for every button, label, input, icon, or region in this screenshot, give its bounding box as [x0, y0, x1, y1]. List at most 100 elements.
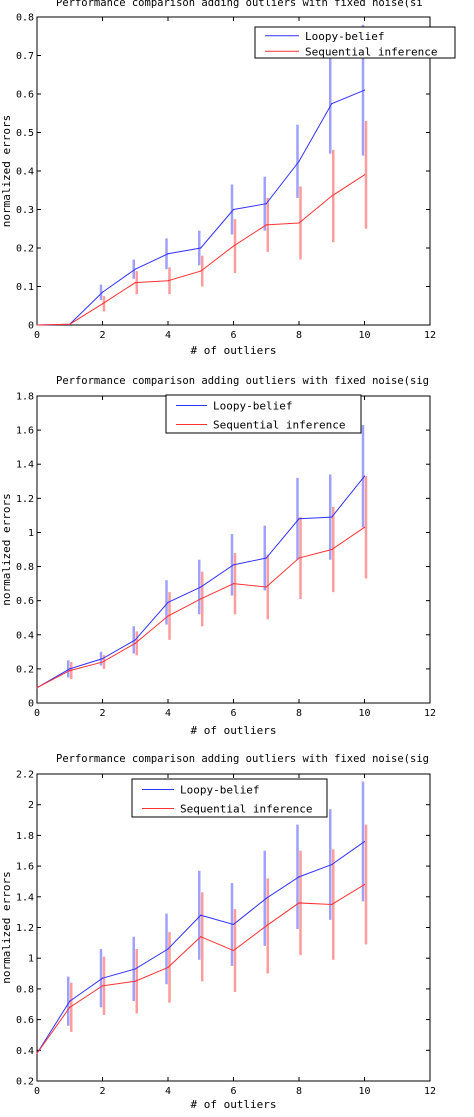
- y-tick-label: 0.4: [16, 630, 34, 641]
- data-point: [69, 668, 71, 670]
- legend-box: [254, 26, 456, 59]
- x-tick-label: 2: [99, 708, 105, 719]
- chart-title: Performance comparison adding outliers w…: [56, 753, 429, 765]
- y-tick-label: 0.7: [16, 51, 34, 62]
- plot-area: [36, 16, 431, 326]
- y-tick-label: 2.2: [16, 770, 34, 781]
- data-point: [36, 324, 38, 326]
- y-tick-label: 1.2: [16, 494, 34, 505]
- data-point: [363, 883, 366, 886]
- legend-label: Sequential inference: [180, 803, 312, 816]
- data-point: [69, 323, 71, 325]
- y-tick-label: 1: [28, 528, 34, 539]
- x-tick-label: 10: [358, 1086, 370, 1097]
- data-point: [69, 1000, 71, 1002]
- data-point: [363, 526, 366, 528]
- data-point: [363, 89, 366, 91]
- data-point: [331, 903, 333, 906]
- data-point: [200, 270, 202, 272]
- legend-label: Loopy-belief: [305, 30, 384, 43]
- y-tick-label: 0.8: [16, 562, 34, 573]
- y-tick-label: 1.8: [16, 392, 34, 403]
- y-tick-label: 1.4: [16, 460, 34, 471]
- chart-1: Performance comparison adding outliers w…: [0, 0, 456, 357]
- x-tick-label: 4: [165, 1086, 171, 1097]
- data-point: [232, 923, 235, 926]
- data-point: [265, 557, 267, 559]
- x-tick-label: 6: [230, 330, 236, 341]
- x-tick-label: 8: [296, 708, 302, 719]
- y-tick-label: 1.2: [16, 923, 34, 934]
- legend-box: [131, 778, 328, 818]
- y-tick-label: 0.8: [16, 984, 34, 995]
- data-point: [331, 195, 333, 197]
- y-tick-label: 2: [28, 800, 34, 811]
- x-tick-label: 10: [358, 330, 370, 341]
- y-tick-label: 0.1: [16, 282, 34, 293]
- data-point: [363, 174, 366, 176]
- y-tick-label: 0.6: [16, 90, 34, 101]
- y-tick-label: 0: [28, 699, 34, 710]
- legend-label: Sequential inference: [305, 45, 437, 58]
- y-tick-label: 1.6: [16, 862, 34, 873]
- data-point: [167, 253, 169, 255]
- x-tick-label: 6: [230, 708, 236, 719]
- y-tick-label: 0.4: [16, 1046, 34, 1057]
- y-axis-label: normalized errors: [0, 115, 13, 228]
- data-point: [200, 598, 202, 600]
- x-tick-label: 0: [34, 330, 40, 341]
- x-tick-label: 12: [424, 1086, 436, 1097]
- y-tick-label: 1: [28, 954, 34, 965]
- x-tick-label: 12: [424, 330, 436, 341]
- data-point: [101, 985, 104, 987]
- data-point: [134, 642, 136, 644]
- data-point: [167, 966, 169, 969]
- y-tick-label: 0.8: [16, 13, 34, 24]
- data-point: [331, 548, 333, 551]
- data-point: [167, 280, 169, 282]
- data-point: [265, 925, 267, 927]
- x-axis-label: # of outliers: [190, 1098, 276, 1111]
- data-point: [36, 687, 38, 689]
- data-point: [101, 658, 104, 660]
- x-tick-label: 2: [99, 330, 105, 341]
- x-tick-label: 12: [424, 708, 436, 719]
- y-tick-label: 0.6: [16, 1015, 34, 1026]
- legend-label: Loopy-belief: [180, 784, 259, 797]
- data-point: [134, 268, 136, 270]
- chart-2: Performance comparison adding outliers w…: [0, 375, 436, 737]
- data-point: [101, 303, 104, 305]
- x-tick-label: 8: [296, 330, 302, 341]
- y-axis-label: normalized errors: [0, 871, 13, 984]
- x-tick-label: 8: [296, 1086, 302, 1097]
- y-tick-label: 1.8: [16, 831, 34, 842]
- legend-label: Sequential inference: [213, 419, 345, 432]
- data-point: [69, 1006, 71, 1008]
- data-point: [298, 160, 300, 162]
- data-point: [232, 564, 235, 566]
- data-point: [69, 669, 71, 672]
- y-tick-label: 0.4: [16, 167, 34, 178]
- data-point: [134, 639, 136, 641]
- y-tick-label: 0.6: [16, 596, 34, 607]
- data-point: [298, 518, 300, 520]
- data-point: [101, 291, 104, 293]
- plot-area: [36, 773, 431, 1082]
- data-point: [331, 516, 333, 518]
- data-point: [134, 282, 136, 284]
- x-tick-label: 2: [99, 1086, 105, 1097]
- y-tick-label: 0.3: [16, 205, 34, 216]
- data-point: [134, 968, 136, 970]
- data-point: [363, 475, 366, 477]
- legend: Loopy-belief Sequential inference: [131, 778, 328, 818]
- y-tick-label: 1.6: [16, 426, 34, 437]
- y-axis-label: normalized errors: [0, 493, 13, 606]
- chart-title: Performance comparison adding outliers w…: [56, 0, 423, 9]
- y-tick-label: 0.2: [16, 244, 34, 255]
- legend: Loopy-belief Sequential inference: [165, 394, 362, 434]
- data-point: [200, 586, 202, 588]
- data-point: [200, 936, 202, 938]
- legend-label: Loopy-belief: [213, 400, 292, 413]
- data-point: [167, 948, 169, 950]
- data-point: [134, 980, 136, 982]
